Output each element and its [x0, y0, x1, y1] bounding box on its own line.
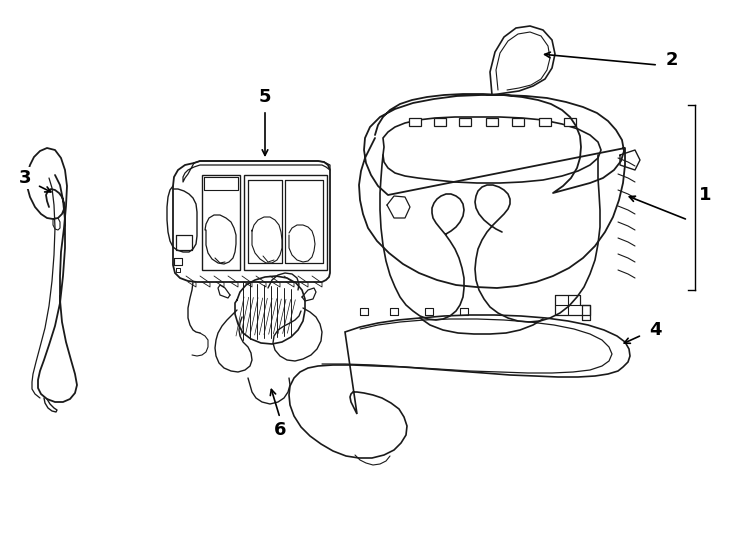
Polygon shape: [459, 118, 471, 126]
Polygon shape: [173, 161, 330, 282]
Polygon shape: [512, 118, 524, 126]
Text: 3: 3: [19, 169, 32, 187]
Text: 2: 2: [666, 51, 678, 69]
Polygon shape: [564, 118, 576, 126]
Polygon shape: [434, 118, 446, 126]
Polygon shape: [409, 118, 421, 126]
Text: 4: 4: [649, 321, 661, 339]
Polygon shape: [289, 315, 630, 458]
Text: 6: 6: [274, 421, 286, 439]
Polygon shape: [486, 118, 498, 126]
Polygon shape: [539, 118, 551, 126]
Polygon shape: [244, 175, 327, 270]
Polygon shape: [383, 117, 601, 183]
Text: 5: 5: [259, 88, 272, 106]
Text: 1: 1: [699, 186, 711, 204]
Polygon shape: [490, 26, 555, 95]
Polygon shape: [202, 175, 240, 270]
